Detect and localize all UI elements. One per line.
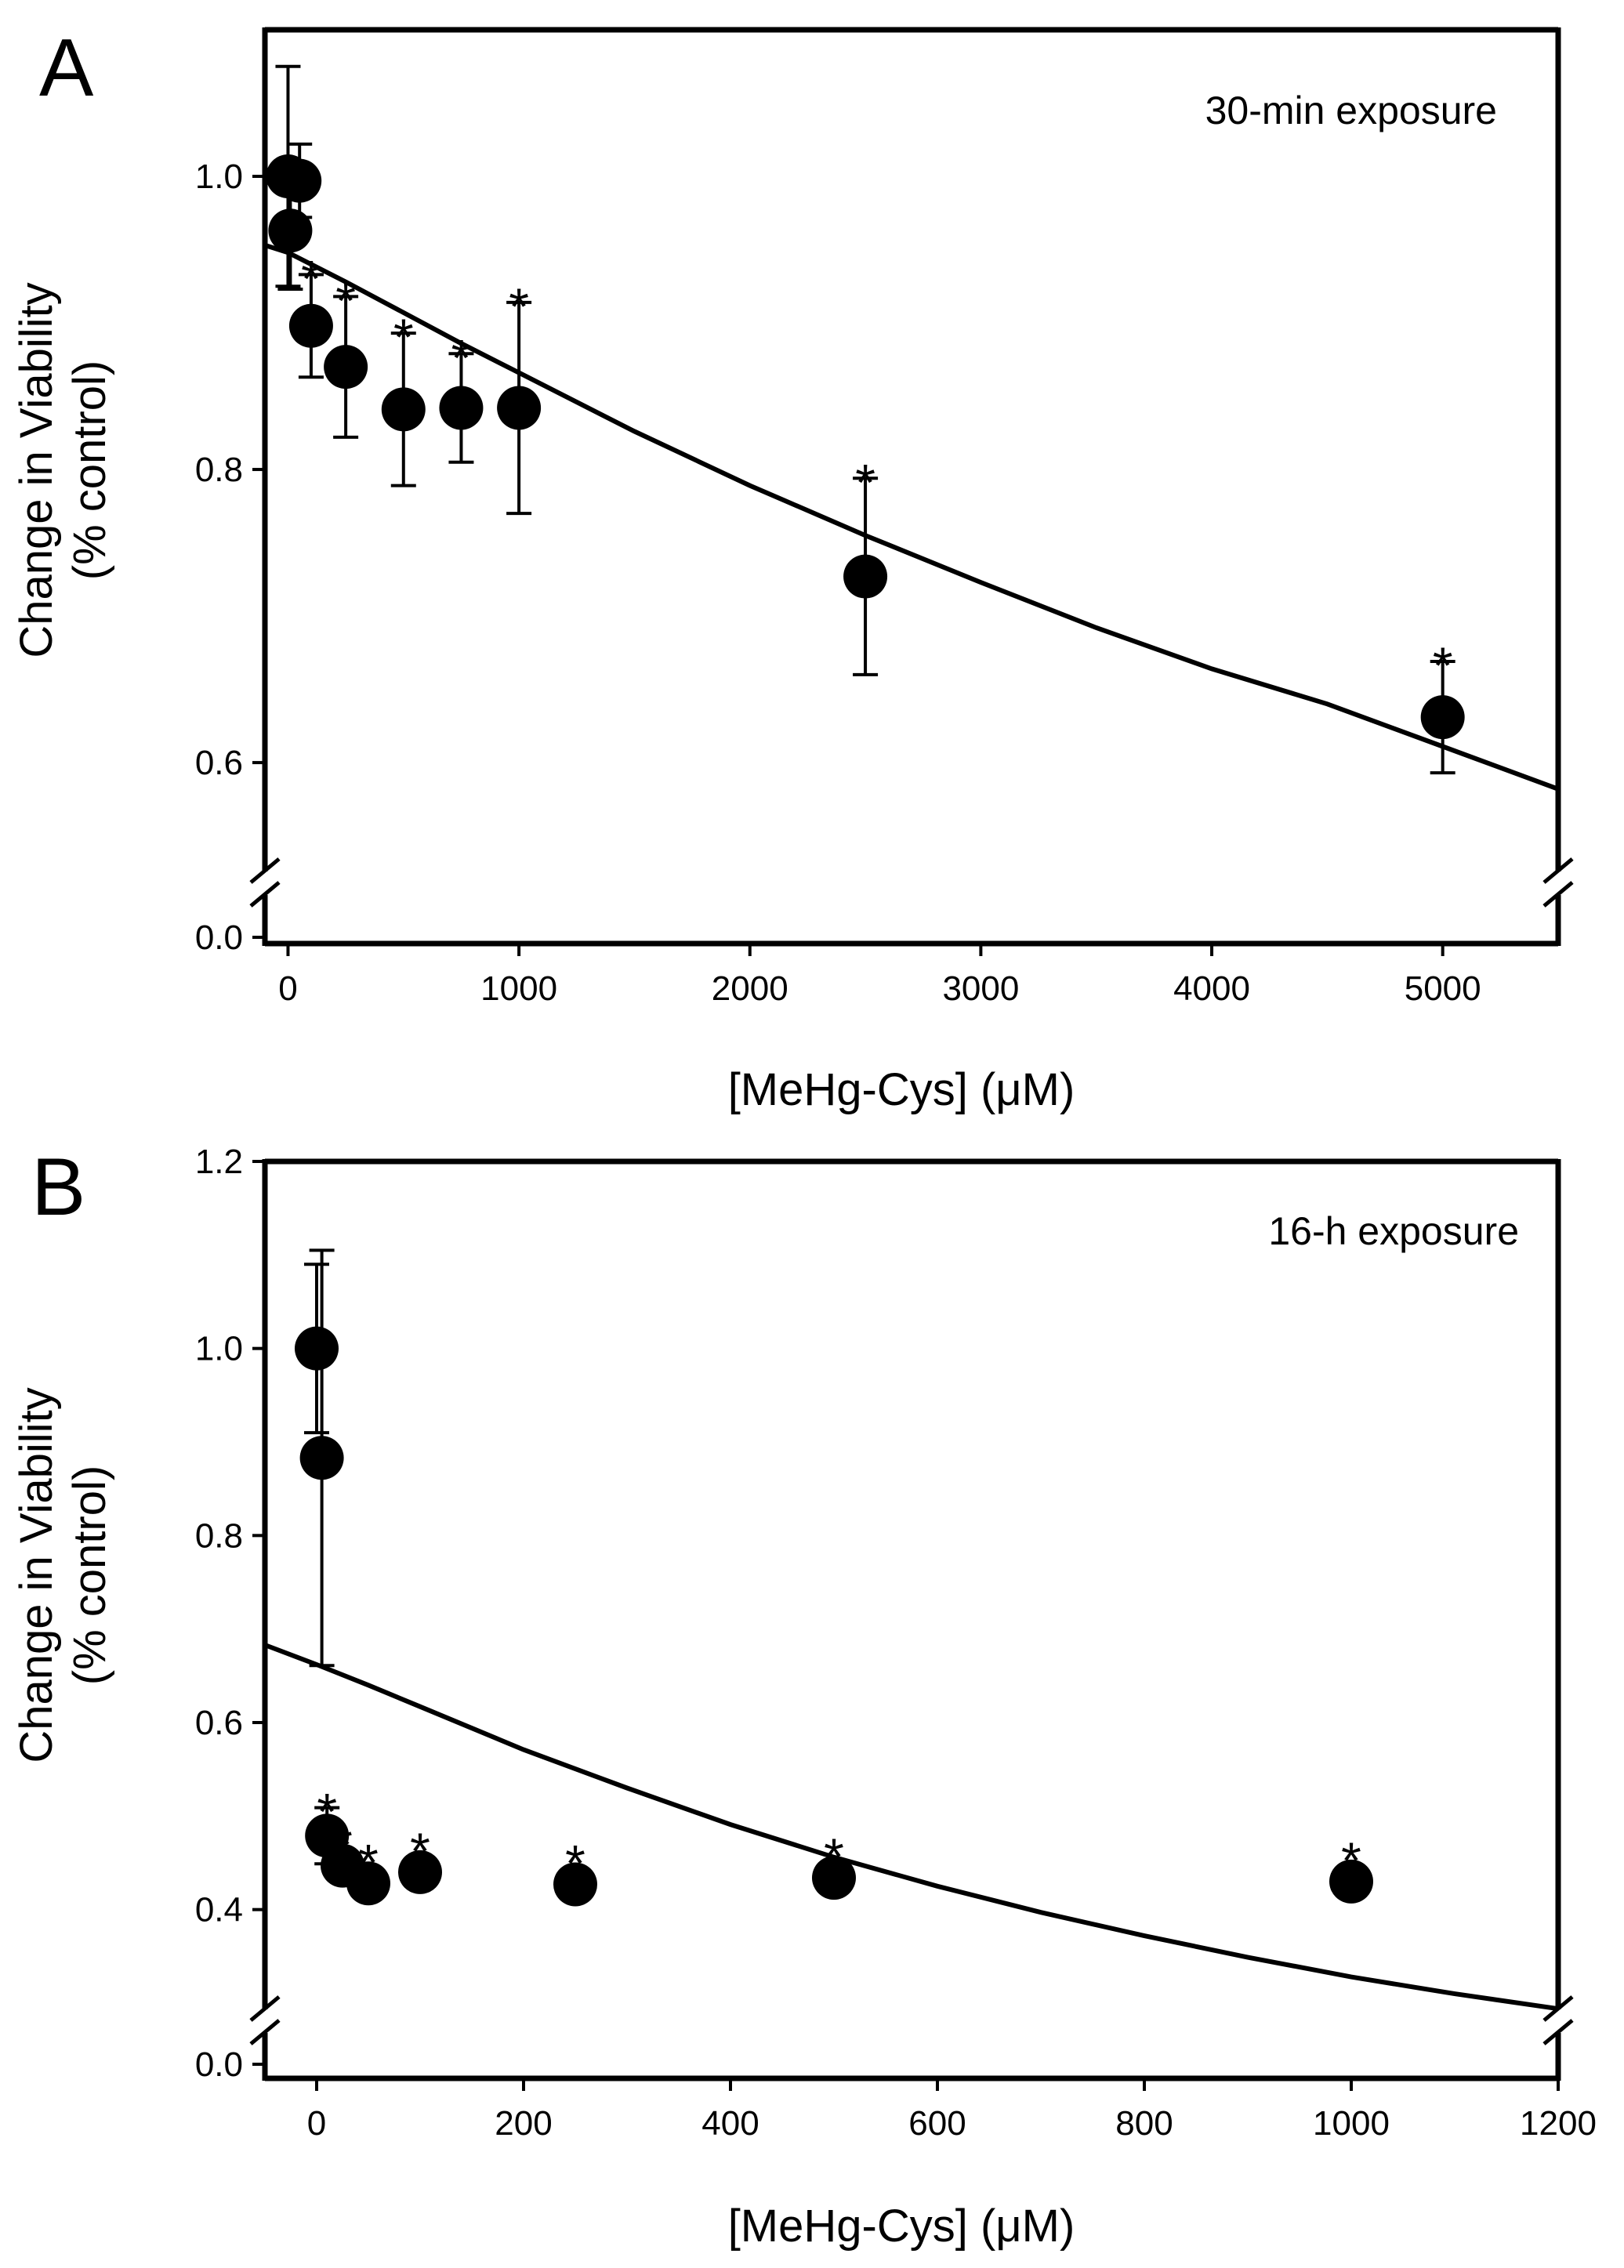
panel-a-data-point [381,387,426,432]
panel-b-x-tick-label: 800 [1115,2104,1173,2143]
panel-a-right-break-mark [1542,881,1574,908]
panel-b-data-point [346,1861,390,1906]
panel-a-data-point [277,158,322,203]
panel-b-significance-star: * [824,1828,844,1886]
panel-a-x-tick-label: 1000 [480,969,557,1008]
panel-a-data-point [497,386,542,430]
panel-b: B 16-h exposure Change in Viability (% c… [11,1142,1597,2252]
panel-a-significance-star: * [855,453,875,511]
panel-b-x-tick-label: 1000 [1313,2104,1390,2143]
panel-a-plot-area: 0.60.81.00.00 1000 2000 3000 4000 5000* ** **** [195,27,1574,1008]
panel-a-data-point [1420,695,1465,740]
panel-b-data-point [398,1850,442,1894]
panel-b-data-point [299,1436,344,1480]
panel-b-left-break-mark [249,2019,281,2045]
panel-b-significance-star: * [317,1783,337,1841]
panel-a-fit-curve [264,243,1560,792]
panel-a-y-tick-label: 0.8 [195,451,243,489]
panel-b-ylabel: Change in Viability [11,1387,62,1763]
panel-a-x-tick-label: 0 [278,969,297,1008]
panel-b-xlabel: [MeHg-Cys] (μM) [728,2201,1075,2252]
panel-b-y-tick-label: 0.8 [195,1516,243,1555]
panel-a-data-point [288,303,333,348]
panel-b-y-tick-label: 0.6 [195,1704,243,1742]
panel-a-significance-star: * [1433,636,1453,694]
panel-a-ylabel: Change in Viability [11,282,62,658]
panel-a-significance-star: * [301,249,321,307]
panel-b-annotation: 16-h exposure [1268,1209,1519,1253]
panel-b-significance-star: * [410,1822,430,1880]
panel-a-significance-star: * [451,328,472,386]
panel-a-x-tick-label: 3000 [942,969,1019,1008]
panel-b-y-tick-label: 0.0 [195,2045,243,2084]
panel-a-x-tick-label: 5000 [1405,969,1481,1008]
panel-a-annotation: 30-min exposure [1205,89,1497,132]
panel-a-data-point [843,554,888,599]
panel-b-y-tick-label: 0.4 [195,1891,243,1929]
panel-b-x-tick-label: 200 [495,2104,552,2143]
panel-a-significance-star: * [393,308,414,366]
panel-b-data-point [1329,1859,1373,1904]
panel-a-y-tick-label: 0.6 [195,744,243,782]
panel-a-significance-star: * [335,271,356,329]
panel-a-significance-star: * [509,277,529,335]
panel-a-ylabel-sub: (% control) [64,360,115,580]
panel-a: A 30-min exposure Change in Viability (%… [11,23,1574,1115]
panel-b-data-point [812,1856,856,1900]
panel-b-right-break-mark [1542,2019,1574,2045]
panel-b-y-tick-label: 1.2 [195,1143,243,1181]
panel-a-x-tick-label: 2000 [712,969,788,1008]
panel-b-x-tick-label: 1200 [1520,2104,1597,2143]
panel-a-x-tick-label: 4000 [1173,969,1250,1008]
panel-a-data-point [324,345,368,389]
panel-a-data-point [268,208,313,253]
panel-b-plot-area: 0.4 0.6 0.8 1.0 1.2 0.0 0 200 400 600 800 1000 1200 *… [195,1143,1597,2143]
panel-b-significance-star: * [332,1816,353,1874]
panel-b-left-break-mark [249,1995,281,2022]
panel-b-letter: B [31,1142,85,1233]
panel-b-ylabel-sub: (% control) [64,1466,115,1685]
panel-a-right-break-mark [1542,857,1574,884]
panel-b-data-point [553,1862,597,1907]
panel-a-xlabel: [MeHg-Cys] (μM) [728,1064,1075,1115]
panel-a-left-break-mark [249,881,281,908]
panel-b-y-tick-label: 1.0 [195,1330,243,1368]
panel-a-left-break-mark [249,857,281,884]
panel-a-letter: A [39,23,94,114]
panel-a-y-tick-label: 1.0 [195,158,243,196]
panel-a-data-point [439,386,484,430]
panel-b-x-tick-label: 0 [307,2104,326,2143]
panel-b-significance-star: * [565,1834,585,1892]
panel-b-x-tick-label: 600 [908,2104,966,2143]
panel-b-x-tick-label: 400 [701,2104,759,2143]
panel-a-y-tick-label: 0.0 [195,918,243,957]
panel-b-significance-star: * [1341,1831,1361,1889]
panel-b-significance-star: * [358,1833,379,1891]
panel-b-data-point [295,1326,339,1371]
